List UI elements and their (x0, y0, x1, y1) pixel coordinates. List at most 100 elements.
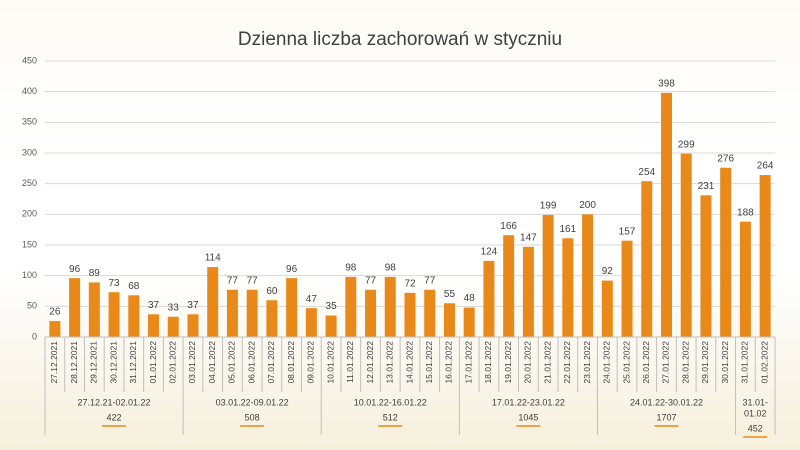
bar (463, 307, 475, 337)
value-label: 200 (579, 200, 596, 211)
y-tick-label: 150 (22, 239, 37, 249)
bar (660, 92, 672, 337)
x-tick-label: 18.01.2022 (483, 341, 493, 384)
value-label: 147 (520, 232, 537, 243)
bar (641, 181, 653, 337)
value-label: 35 (326, 301, 338, 312)
bar (325, 315, 337, 337)
group-label: 24.01.22-30.01.22 (630, 397, 703, 407)
y-tick-label: 450 (22, 55, 37, 65)
bar (148, 314, 160, 337)
x-tick-label: 29.12.2021 (89, 341, 99, 384)
bar (286, 278, 298, 337)
bar (305, 308, 317, 337)
x-tick-label: 17.01.2022 (463, 341, 473, 384)
group-total: 1045 (518, 412, 538, 422)
group-label: 17.01.22-23.01.22 (492, 397, 565, 407)
x-tick-label: 12.01.2022 (365, 341, 375, 384)
bar (108, 292, 120, 337)
value-label: 231 (698, 181, 715, 192)
x-tick-label: 01.01.2022 (148, 341, 158, 384)
x-tick-label: 08.01.2022 (286, 341, 296, 384)
bar (503, 235, 515, 337)
x-tick-label: 28.12.2021 (69, 341, 79, 384)
x-tick-label: 29.01.2022 (700, 341, 710, 384)
x-tick-label: 23.01.2022 (582, 341, 592, 384)
x-tick-label: 01.02.2022 (759, 341, 769, 384)
x-tick-label: 03.01.2022 (187, 341, 197, 384)
value-label: 199 (540, 201, 557, 212)
group-total: 512 (383, 412, 398, 422)
value-label: 98 (345, 263, 357, 274)
bar (49, 321, 61, 337)
x-tick-label: 09.01.2022 (306, 341, 316, 384)
bar (601, 280, 613, 337)
group-label: 03.01.22-09.01.22 (216, 397, 289, 407)
bar (384, 276, 396, 337)
group-total: 508 (245, 412, 260, 422)
value-label: 114 (205, 253, 221, 264)
value-label: 37 (187, 300, 199, 311)
value-label: 92 (602, 266, 614, 277)
value-label: 96 (69, 264, 81, 275)
bar (69, 278, 81, 337)
value-label: 77 (424, 275, 436, 286)
x-tick-label: 11.01.2022 (345, 341, 355, 383)
x-tick-label: 31.12.2021 (128, 341, 138, 384)
value-label: 48 (464, 293, 476, 304)
value-label: 276 (717, 153, 734, 164)
y-tick-label: 350 (22, 117, 37, 127)
value-label: 124 (481, 247, 498, 258)
x-tick-label: 16.01.2022 (444, 341, 454, 384)
bar (187, 314, 199, 337)
bar (700, 195, 712, 337)
value-label: 264 (757, 161, 774, 172)
bar (720, 167, 732, 337)
x-tick-label: 10.01.2022 (325, 341, 335, 384)
x-tick-label: 02.01.2022 (167, 341, 177, 384)
group-total: 1707 (656, 412, 676, 422)
y-tick-label: 200 (22, 209, 37, 219)
value-label: 77 (227, 275, 239, 286)
bar (680, 153, 692, 337)
bar (582, 214, 594, 337)
bar (443, 303, 455, 337)
x-tick-label: 30.01.2022 (720, 341, 730, 384)
chart-title: Dzienna liczba zachorowań w styczniu (238, 29, 562, 50)
value-label: 72 (404, 278, 416, 289)
x-tick-label: 14.01.2022 (404, 341, 414, 384)
x-tick-label: 19.01.2022 (503, 341, 513, 384)
bar (266, 300, 278, 337)
value-label: 77 (247, 275, 259, 286)
x-tick-label: 22.01.2022 (562, 341, 572, 384)
value-label: 398 (658, 79, 675, 90)
value-label: 73 (108, 278, 120, 289)
value-label: 254 (638, 167, 655, 178)
group-label: 01.02 (744, 408, 767, 418)
x-tick-label: 13.01.2022 (385, 341, 395, 384)
bar (345, 276, 357, 337)
x-tick-label: 27.01.2022 (661, 341, 671, 384)
value-label: 55 (444, 289, 456, 300)
x-tick-label: 26.01.2022 (641, 341, 651, 384)
y-tick-label: 250 (22, 178, 37, 188)
x-tick-label: 31.01.2022 (740, 341, 750, 384)
value-label: 89 (89, 268, 101, 279)
bar (226, 289, 238, 337)
x-tick-label: 28.01.2022 (680, 341, 690, 384)
value-label: 26 (49, 307, 61, 318)
y-tick-label: 300 (22, 147, 37, 157)
y-tick-label: 50 (27, 301, 37, 311)
value-label: 157 (619, 226, 636, 237)
group-total: 452 (748, 423, 763, 433)
value-label: 96 (286, 264, 298, 275)
bar (522, 246, 534, 337)
bar (167, 316, 179, 337)
bar (621, 240, 633, 337)
x-tick-label: 04.01.2022 (207, 341, 217, 384)
value-label: 33 (168, 302, 180, 313)
x-tick-label: 30.12.2021 (108, 341, 118, 384)
value-label: 77 (365, 275, 377, 286)
